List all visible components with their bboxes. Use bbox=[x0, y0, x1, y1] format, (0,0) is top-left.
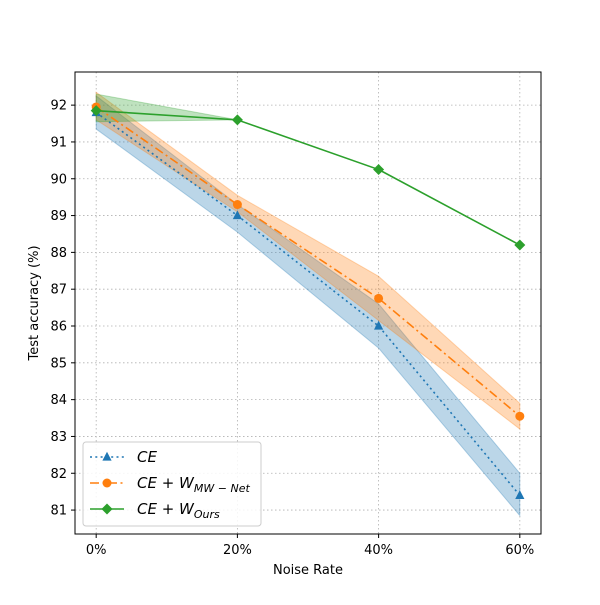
x-tick-label: 40% bbox=[364, 543, 393, 558]
y-tick-label: 83 bbox=[50, 430, 67, 445]
series-line bbox=[96, 109, 521, 246]
data-point bbox=[231, 114, 243, 126]
data-point bbox=[90, 105, 102, 117]
legend-label-subscript: Ours bbox=[194, 508, 220, 521]
y-axis-label: Test accuracy (%) bbox=[27, 245, 42, 361]
y-tick-label: 85 bbox=[50, 356, 67, 371]
y-tick-label: 81 bbox=[50, 504, 67, 519]
legend-box bbox=[82, 441, 262, 527]
data-point bbox=[514, 239, 526, 251]
data-point bbox=[232, 200, 242, 210]
data-point bbox=[232, 210, 242, 220]
data-point bbox=[373, 164, 385, 176]
x-tick-label: 20% bbox=[223, 543, 252, 558]
y-tick-label: 84 bbox=[50, 393, 67, 408]
x-axis-label: Noise Rate bbox=[273, 563, 343, 578]
legend-label-subscript: MW − Net bbox=[194, 482, 251, 495]
data-point bbox=[374, 293, 384, 303]
y-tick-label: 88 bbox=[50, 246, 67, 261]
axes-frame bbox=[74, 71, 542, 535]
confidence-band bbox=[95, 91, 521, 431]
data-point bbox=[515, 411, 525, 421]
legend-marker bbox=[102, 478, 112, 488]
y-tick-label: 82 bbox=[50, 467, 67, 482]
y-tick-label: 87 bbox=[50, 283, 67, 298]
data-point bbox=[515, 490, 525, 499]
x-tick-label: 0% bbox=[86, 543, 107, 558]
y-tick-label: 90 bbox=[50, 172, 67, 187]
confidence-band bbox=[95, 94, 521, 517]
legend-label: CE bbox=[137, 448, 157, 466]
series-line bbox=[95, 106, 521, 417]
y-tick-label: 86 bbox=[50, 320, 67, 335]
data-point bbox=[374, 320, 384, 330]
legend-marker bbox=[101, 503, 113, 515]
y-tick-label: 92 bbox=[50, 99, 67, 114]
y-tick-label: 89 bbox=[50, 209, 67, 224]
y-tick-label: 91 bbox=[50, 135, 67, 150]
x-tick-label: 60% bbox=[505, 543, 534, 558]
legend-marker bbox=[102, 451, 112, 461]
